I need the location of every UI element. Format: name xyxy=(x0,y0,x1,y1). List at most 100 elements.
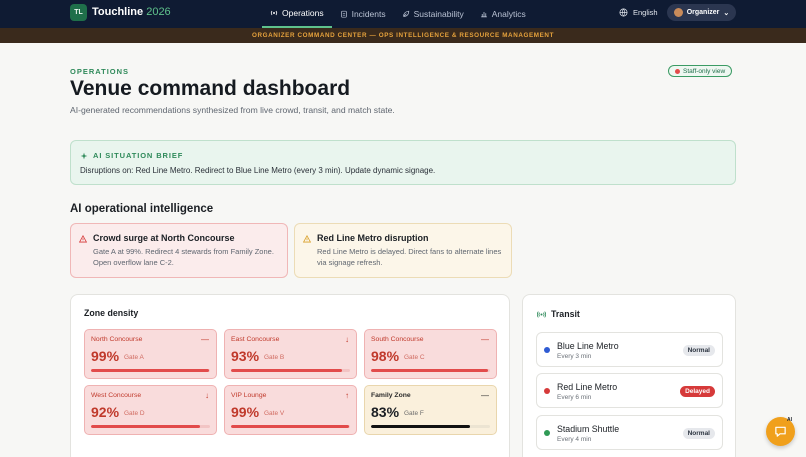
ai-chat-button[interactable] xyxy=(766,417,795,446)
density-bar xyxy=(91,369,210,372)
brief-text: Disruptions on: Red Line Metro. Redirect… xyxy=(80,166,436,175)
brand-name[interactable]: Touchline 2026 xyxy=(92,6,171,18)
trend-indicator: — xyxy=(201,335,209,344)
zone-card[interactable]: West Concourse ↓ 92% Gate D xyxy=(84,385,217,435)
trend-indicator: ↓ xyxy=(205,391,209,400)
zone-name: Family Zone xyxy=(371,392,411,399)
brand-label: Touchline xyxy=(92,6,144,18)
transit-row[interactable]: Blue Line Metro Every 3 min Normal xyxy=(536,332,723,367)
transit-frequency: Every 3 min xyxy=(557,353,592,360)
warning-triangle-icon xyxy=(79,235,87,243)
zone-density-value: 98% xyxy=(371,348,400,364)
transit-heading-label: Transit xyxy=(551,309,580,319)
alert-body: Red Line Metro is delayed. Direct fans t… xyxy=(317,247,502,267)
leaf-icon xyxy=(402,10,409,17)
zone-density-panel: Zone density North Concourse — 99% Gate … xyxy=(70,294,510,457)
zone-density-value: 83% xyxy=(371,404,400,420)
transit-frequency: Every 6 min xyxy=(557,394,592,401)
density-bar-fill xyxy=(371,425,470,428)
trend-indicator: ↑ xyxy=(345,391,349,400)
density-bar-fill xyxy=(91,369,209,372)
alert-card-red-line[interactable]: Red Line Metro disruption Red Line Metro… xyxy=(294,223,512,278)
transit-frequency: Every 4 min xyxy=(557,436,592,443)
transit-line-name: Red Line Metro xyxy=(557,382,618,392)
density-bar-fill xyxy=(231,425,349,428)
line-color-dot xyxy=(544,388,550,394)
brief-heading: AI SITUATION BRIEF xyxy=(80,151,183,160)
trend-indicator: — xyxy=(481,391,489,400)
zone-gate: Gate V xyxy=(264,410,285,417)
logo-badge[interactable]: TL xyxy=(70,4,87,21)
intel-heading: AI operational intelligence xyxy=(70,203,214,215)
line-color-dot xyxy=(544,430,550,436)
density-bar-fill xyxy=(231,369,342,372)
zone-card[interactable]: VIP Lounge ↑ 99% Gate V xyxy=(224,385,357,435)
nav-sustainability[interactable]: Sustainability xyxy=(394,0,472,28)
zone-name: North Concourse xyxy=(91,336,143,343)
trend-indicator: ↓ xyxy=(345,335,349,344)
density-bar xyxy=(371,425,490,428)
zone-density-value: 93% xyxy=(231,348,260,364)
transit-row[interactable]: Stadium Shuttle Every 4 min Normal xyxy=(536,415,723,450)
zone-gate: Gate B xyxy=(264,354,285,361)
role-label: Organizer xyxy=(686,9,720,16)
density-bar-fill xyxy=(91,425,201,428)
zone-card[interactable]: Family Zone — 83% Gate F xyxy=(364,385,497,435)
chat-bubble-icon xyxy=(775,426,786,437)
staff-only-label: Staff-only view xyxy=(683,67,726,75)
status-badge: Delayed xyxy=(680,386,715,397)
transit-row[interactable]: Red Line Metro Every 6 min Delayed xyxy=(536,373,723,408)
nav-operations[interactable]: Operations xyxy=(262,0,332,28)
brief-heading-label: AI SITUATION BRIEF xyxy=(93,151,184,160)
alert-title: Crowd surge at North Concourse xyxy=(93,233,235,243)
clipboard-icon xyxy=(340,10,347,18)
transit-line-name: Stadium Shuttle xyxy=(557,424,620,434)
alert-body: Gate A at 99%. Redirect 4 stewards from … xyxy=(93,247,274,267)
globe-icon xyxy=(619,8,628,17)
transit-heading: Transit xyxy=(537,309,580,319)
nav-analytics-label: Analytics xyxy=(491,9,526,19)
zone-density-value: 92% xyxy=(91,404,120,420)
section-eyebrow: OPERATIONS xyxy=(70,67,130,76)
nav-incidents-label: Incidents xyxy=(351,9,386,19)
zone-density-value: 99% xyxy=(91,348,120,364)
zone-name: West Concourse xyxy=(91,392,142,399)
role-menu-button[interactable]: Organizer ⌄ xyxy=(667,4,736,21)
staff-only-badge: Staff-only view xyxy=(668,65,733,77)
alert-title: Red Line Metro disruption xyxy=(317,233,429,243)
language-label: English xyxy=(633,8,658,17)
zone-gate: Gate D xyxy=(124,410,145,417)
signal-icon xyxy=(537,310,546,318)
nav-sustainability-label: Sustainability xyxy=(413,9,464,19)
avatar xyxy=(673,8,683,17)
zone-card[interactable]: East Concourse ↓ 93% Gate B xyxy=(224,329,357,379)
density-bar xyxy=(91,425,210,428)
density-bar xyxy=(231,425,350,428)
density-bar-fill xyxy=(371,369,488,372)
density-bar xyxy=(371,369,490,372)
sparkle-icon xyxy=(80,152,88,159)
zone-gate: Gate F xyxy=(404,410,424,417)
nav-operations-label: Operations xyxy=(282,8,324,18)
banner-text: ORGANIZER COMMAND CENTER — OPS INTELLIGE… xyxy=(251,32,555,39)
page-subtitle: AI-generated recommendations synthesized… xyxy=(70,105,395,115)
zone-density-value: 99% xyxy=(231,404,260,420)
zone-card[interactable]: North Concourse — 99% Gate A xyxy=(84,329,217,379)
chevron-down-icon: ⌄ xyxy=(723,9,730,17)
warning-triangle-icon xyxy=(303,235,311,243)
command-center-banner: ORGANIZER COMMAND CENTER — OPS INTELLIGE… xyxy=(0,28,806,43)
language-selector[interactable]: English xyxy=(619,8,658,17)
brand-year: 2026 xyxy=(146,6,171,18)
nav-analytics[interactable]: Analytics xyxy=(472,0,534,28)
alert-card-crowd-surge[interactable]: Crowd surge at North Concourse Gate A at… xyxy=(70,223,288,278)
page-title: Venue command dashboard xyxy=(70,77,351,100)
zone-card[interactable]: South Concourse — 98% Gate C xyxy=(364,329,497,379)
transit-line-name: Blue Line Metro xyxy=(557,341,619,351)
broadcast-icon xyxy=(270,10,278,16)
zone-name: East Concourse xyxy=(231,336,280,343)
bar-chart-icon xyxy=(480,12,487,18)
status-dot xyxy=(675,68,680,74)
status-badge: Normal xyxy=(682,428,715,439)
ai-situation-brief: AI SITUATION BRIEF Disruptions on: Red L… xyxy=(70,140,736,185)
nav-incidents[interactable]: Incidents xyxy=(332,0,394,28)
